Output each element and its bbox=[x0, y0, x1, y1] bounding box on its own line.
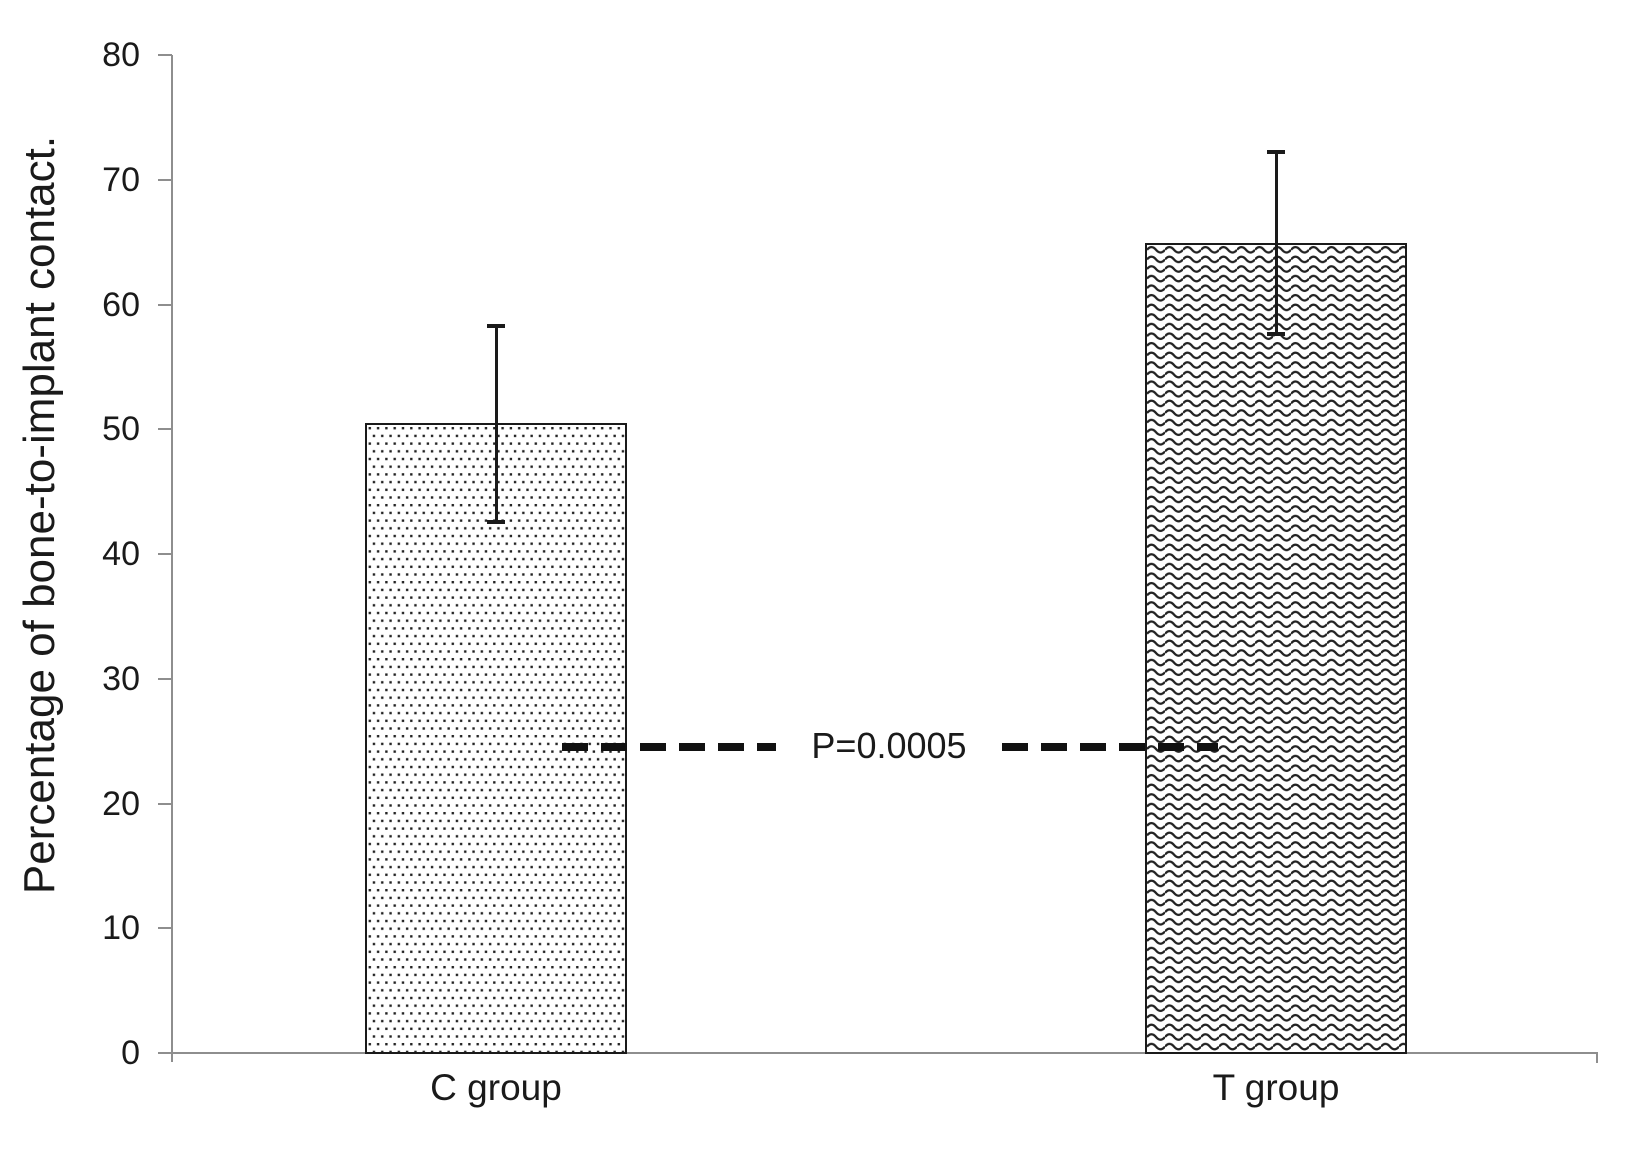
significance-dashed-line-left bbox=[562, 743, 776, 752]
error-bar-top-cap-c-group bbox=[487, 323, 505, 328]
x-axis-label-c-group: C group bbox=[430, 1067, 562, 1108]
bar-c-group bbox=[365, 423, 627, 1054]
y-tick-mark bbox=[158, 1052, 172, 1054]
x-axis-end-tick bbox=[1596, 1052, 1598, 1063]
error-bar-bottom-cap-c-group bbox=[487, 519, 505, 524]
y-tick-label: 30 bbox=[102, 659, 140, 698]
y-tick-label: 10 bbox=[102, 909, 140, 948]
x-axis-label-t-group: T group bbox=[1212, 1067, 1340, 1108]
y-axis-line bbox=[171, 55, 173, 1062]
y-tick-label: 60 bbox=[102, 285, 140, 324]
y-tick-mark bbox=[158, 428, 172, 431]
y-tick-mark bbox=[158, 178, 172, 181]
y-tick-mark bbox=[158, 54, 172, 56]
x-axis-line bbox=[160, 1052, 1598, 1054]
dotted-pattern-fill bbox=[367, 425, 625, 1052]
p-value-label: P=0.0005 bbox=[811, 725, 967, 767]
y-tick-mark bbox=[158, 677, 172, 680]
y-tick-label: 70 bbox=[102, 160, 140, 199]
error-bar-line-t-group bbox=[1274, 152, 1278, 335]
y-tick-label: 40 bbox=[102, 535, 140, 573]
error-bar-top-cap-t-group bbox=[1267, 150, 1285, 155]
y-tick-label: 0 bbox=[121, 1034, 140, 1072]
wave-pattern-fill bbox=[1147, 245, 1405, 1052]
significance-dashed-line-right bbox=[1002, 743, 1218, 752]
error-bar-line-c-group bbox=[494, 325, 498, 522]
error-bar-bottom-cap-t-group bbox=[1267, 332, 1285, 337]
y-tick-label: 80 bbox=[102, 36, 140, 74]
y-tick-mark bbox=[158, 553, 172, 555]
y-tick-label: 20 bbox=[102, 784, 140, 823]
y-tick-mark bbox=[158, 303, 172, 306]
y-tick-mark bbox=[158, 927, 172, 930]
y-tick-mark bbox=[158, 802, 172, 805]
y-tick-label: 50 bbox=[102, 410, 140, 449]
bar-t-group bbox=[1145, 243, 1407, 1054]
